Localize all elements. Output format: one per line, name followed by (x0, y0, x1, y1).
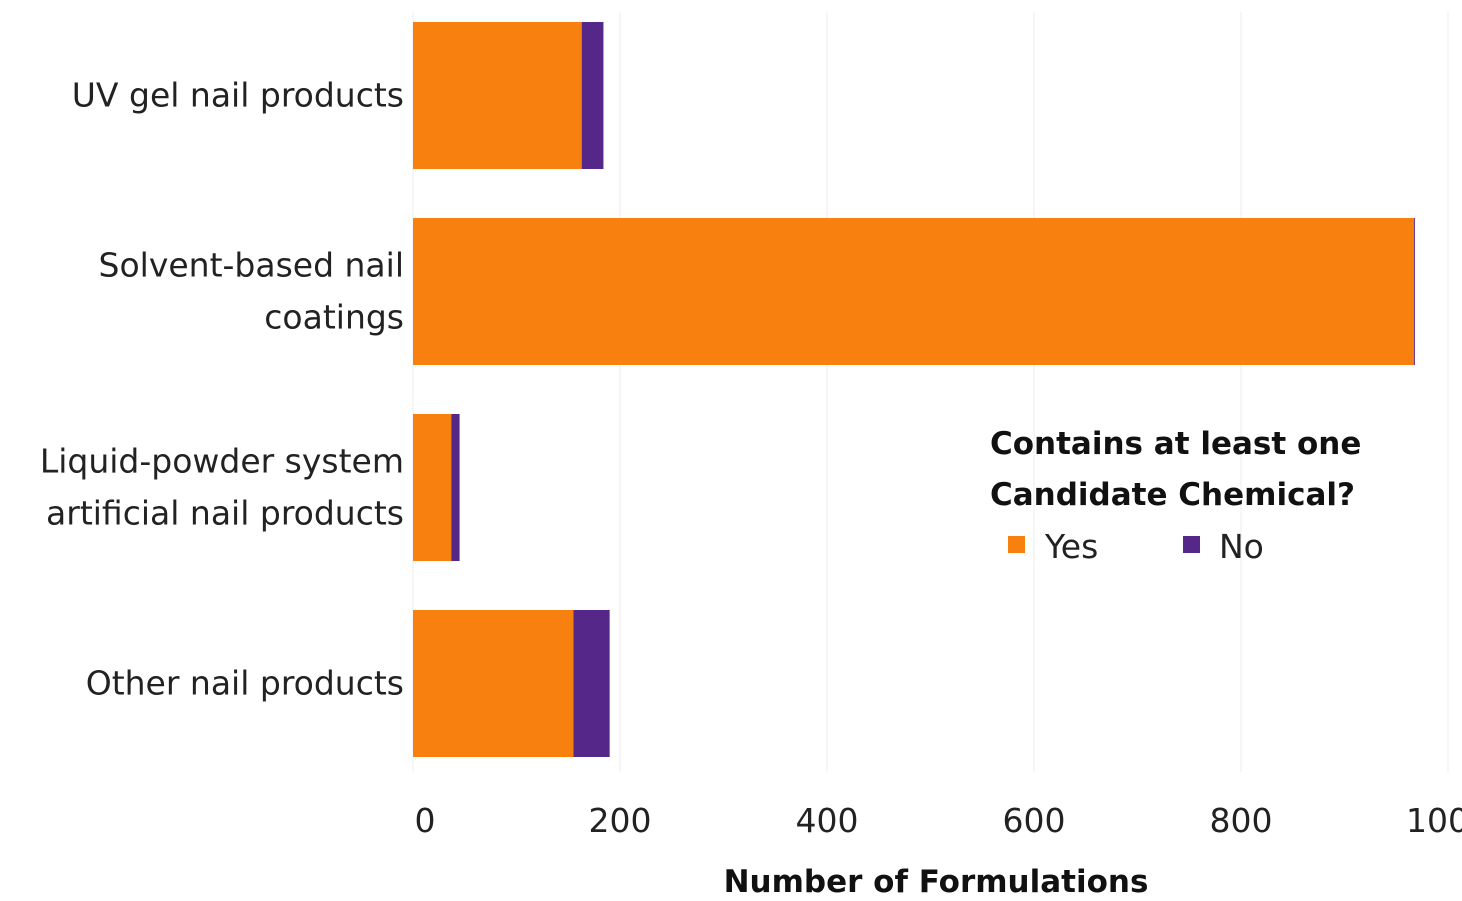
x-tick-label-0: 0 (415, 801, 436, 840)
legend: Contains at least one Candidate Chemical… (990, 426, 1361, 566)
bars-layer (413, 22, 1415, 757)
bar-uv-gel-nail-products-no (582, 22, 604, 169)
bar-solvent-based-nail-coatings-yes (413, 218, 1414, 365)
x-tick-label-800: 800 (1210, 801, 1273, 840)
x-axis-title: Number of Formulations (724, 864, 1149, 896)
x-tick-label-1000: 1000 (1406, 801, 1462, 840)
legend-title-line-2: Candidate Chemical? (990, 477, 1355, 513)
category-labels: UV gel nail products Solvent-based nail co… (40, 76, 404, 703)
bar-liquid-powder-system-artificial-nail-products-yes (413, 414, 451, 561)
legend-label-no: No (1219, 527, 1264, 566)
x-tick-label-400: 400 (796, 801, 859, 840)
category-label-solvent-based-nail-coatings-line-1: Solvent-based nail (99, 246, 404, 285)
bar-other-nail-products-no (573, 610, 609, 757)
bar-other-nail-products-yes (413, 610, 573, 757)
bar-liquid-powder-system-artificial-nail-products-no (451, 414, 459, 561)
x-axis-ticks: 0 200 400 600 800 1000 (415, 801, 1462, 840)
category-label-uv-gel-nail-products-line-1: UV gel nail products (72, 76, 404, 115)
x-tick-label-200: 200 (589, 801, 652, 840)
category-label-other-nail-products-line-1: Other nail products (86, 664, 404, 703)
legend-label-yes: Yes (1044, 527, 1098, 566)
bar-uv-gel-nail-products-yes (413, 22, 582, 169)
legend-swatch-yes (1008, 536, 1025, 553)
x-tick-label-600: 600 (1003, 801, 1066, 840)
category-label-solvent-based-nail-coatings-line-2: coatings (264, 298, 404, 337)
category-label-liquid-powder-system-artificial-nail-products-line-2: artificial nail products (46, 494, 404, 533)
bar-solvent-based-nail-coatings-no (1414, 218, 1415, 365)
legend-swatch-no (1183, 536, 1200, 553)
category-label-liquid-powder-system-artificial-nail-products-line-1: Liquid-powder system (40, 442, 404, 481)
legend-title-line-1: Contains at least one (990, 426, 1361, 462)
